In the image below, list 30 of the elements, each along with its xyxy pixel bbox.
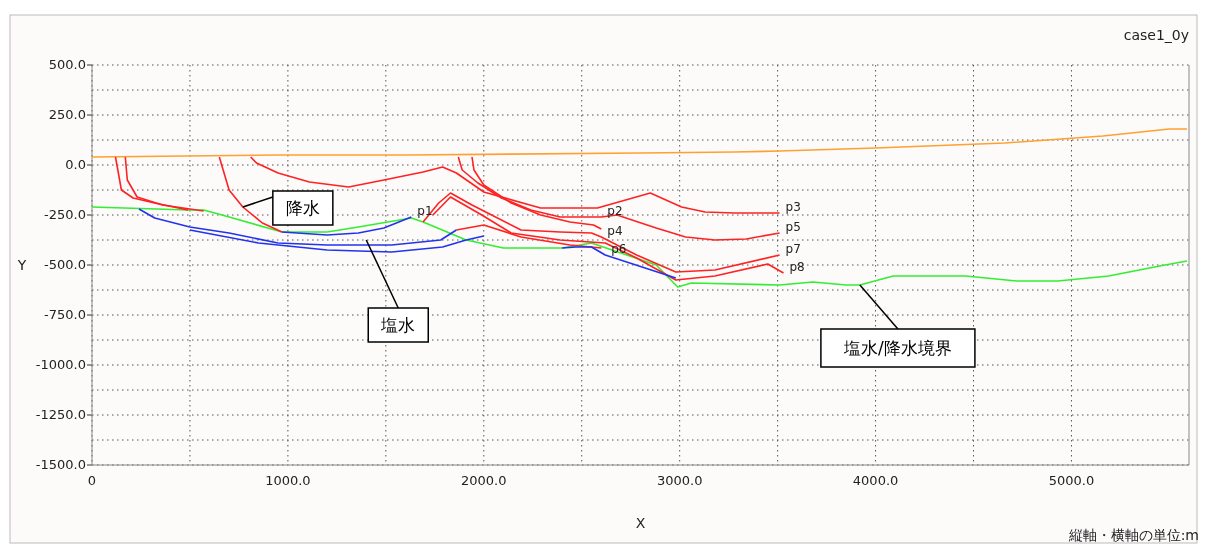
y-tick-label: 500.0: [48, 57, 86, 72]
y-tick-label: -250.0: [44, 207, 86, 222]
y-axis-title: Y: [16, 257, 27, 273]
y-tick-label: -1250.0: [35, 407, 86, 422]
x-tick-label: 5000.0: [1048, 473, 1095, 488]
y-tick-label: 0.0: [65, 157, 86, 172]
annotation: 降水: [285, 198, 320, 218]
annotation: p2: [607, 204, 623, 218]
x-tick-label: 2000.0: [461, 473, 507, 488]
x-tick-label: 4000.0: [852, 473, 899, 488]
annotation: p7: [785, 242, 801, 256]
annotation: 塩水: [380, 315, 416, 335]
annotation: p1: [417, 204, 433, 218]
annotation: p4: [607, 224, 623, 238]
y-tick-label: -750.0: [44, 307, 86, 322]
annotation: p5: [785, 220, 801, 234]
x-tick-label: 3000.0: [656, 473, 703, 488]
annotation: p6: [611, 242, 627, 256]
y-tick-label: -1000.0: [35, 357, 86, 372]
y-tick-label: 250.0: [48, 107, 86, 122]
y-tick-label: -1500.0: [35, 457, 86, 472]
annotation: p8: [789, 260, 805, 274]
chart-title: case1_0y: [1123, 27, 1189, 43]
x-axis-title: X: [635, 515, 646, 531]
x-tick-label: 1000.0: [265, 473, 311, 488]
annotation: 塩水/降水境界: [843, 338, 952, 358]
y-tick-label: -500.0: [44, 257, 86, 272]
text: 縦軸・横軸の単位:m: [1067, 527, 1199, 543]
x-tick-label: 0: [87, 473, 97, 488]
annotation: p3: [785, 200, 801, 214]
